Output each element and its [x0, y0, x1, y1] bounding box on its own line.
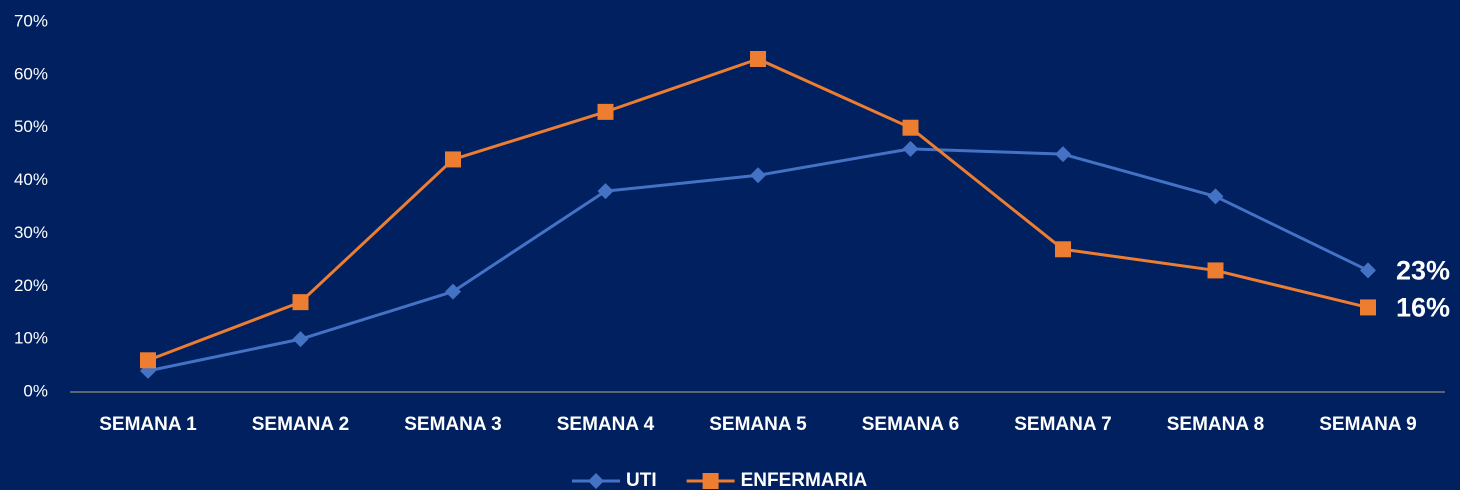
data-point — [597, 183, 614, 200]
x-tick-label: SEMANA 5 — [709, 414, 807, 435]
data-point — [140, 352, 156, 369]
y-tick-label: 60% — [14, 64, 48, 83]
data-point — [445, 283, 461, 300]
legend-marker — [702, 473, 719, 489]
y-tick-label: 70% — [14, 11, 48, 30]
data-point — [750, 167, 766, 184]
data-point — [1055, 146, 1071, 163]
data-point — [292, 294, 309, 311]
data-point — [292, 331, 309, 348]
x-tick-label: SEMANA 9 — [1319, 414, 1416, 435]
x-tick-label: SEMANA 6 — [862, 414, 959, 435]
data-point — [902, 140, 919, 157]
x-tick-label: SEMANA 4 — [557, 414, 655, 435]
data-point — [1055, 241, 1071, 258]
legend-label: ENFERMARIA — [741, 470, 868, 490]
x-tick-label: SEMANA 7 — [1014, 414, 1111, 435]
data-point — [597, 103, 614, 120]
data-point — [902, 119, 919, 136]
x-tick-label: SEMANA 3 — [404, 414, 501, 435]
data-point — [445, 151, 461, 168]
x-tick-label: SEMANA 8 — [1167, 414, 1264, 435]
data-label: 16% — [1396, 293, 1450, 323]
legend-marker — [588, 473, 604, 489]
x-tick-label: SEMANA 1 — [99, 414, 197, 435]
y-tick-label: 50% — [14, 117, 48, 136]
y-tick-label: 0% — [23, 381, 48, 400]
data-point — [1360, 262, 1376, 279]
data-label: 23% — [1396, 256, 1450, 286]
data-point — [1207, 262, 1224, 279]
y-tick-label: 20% — [14, 276, 48, 295]
data-point — [1207, 188, 1224, 205]
y-tick-label: 40% — [14, 170, 48, 189]
data-point — [750, 51, 766, 67]
data-point — [1360, 299, 1376, 316]
x-tick-label: SEMANA 2 — [252, 414, 349, 435]
y-tick-label: 30% — [14, 223, 48, 242]
y-tick-label: 10% — [14, 329, 48, 348]
legend-label: UTI — [626, 470, 657, 490]
